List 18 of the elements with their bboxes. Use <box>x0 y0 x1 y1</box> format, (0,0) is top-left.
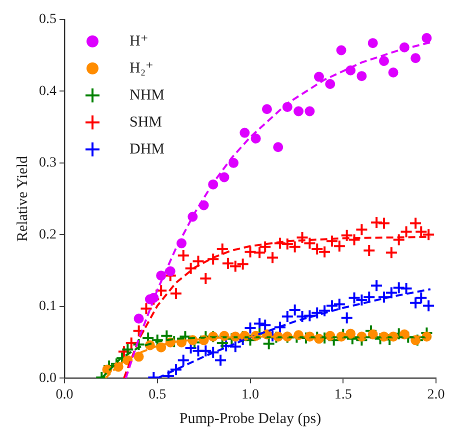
y-tick-label: 0.4 <box>39 84 56 99</box>
y-tick-label: 0.2 <box>39 227 56 242</box>
x-tick-label: 2.0 <box>427 387 445 402</box>
x-axis-title: Pump-Probe Delay (ps) <box>179 410 322 427</box>
y-tick-label: 0.0 <box>39 370 56 386</box>
x-tick-label: 1.5 <box>334 387 352 402</box>
legend-label: H₂⁺ <box>130 60 154 76</box>
legend-label: DHM <box>130 141 165 158</box>
x-tick-label: 0.0 <box>56 387 74 402</box>
legend-label: H⁺ <box>130 33 148 50</box>
x-tick-label: 0.5 <box>148 387 166 402</box>
y-axis-title: Relative Yield <box>14 155 31 242</box>
legend-label: SHM <box>130 114 162 130</box>
legend-label: NHM <box>130 87 165 104</box>
x-tick-label: 1.0 <box>242 387 259 402</box>
y-tick-label: 0.1 <box>39 299 56 314</box>
y-tick-label: 0.3 <box>39 156 56 171</box>
y-tick-label: 0.5 <box>39 12 56 28</box>
